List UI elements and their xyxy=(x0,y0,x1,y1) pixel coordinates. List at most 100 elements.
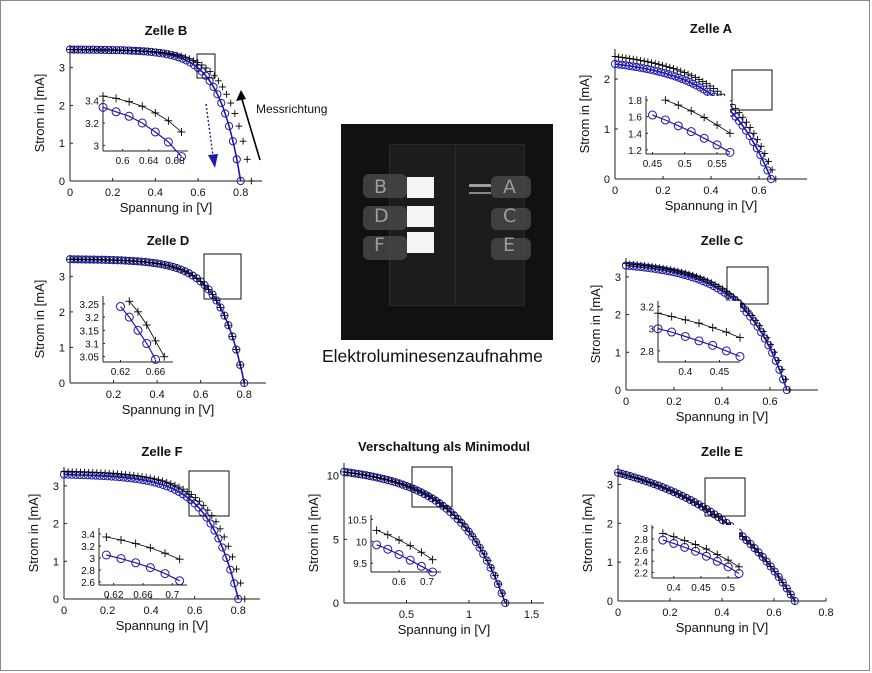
photo-caption: Elektroluminesenzaufnahme xyxy=(322,346,543,366)
y-tick-label: 0 xyxy=(607,596,613,608)
inset-simulated-point xyxy=(131,558,141,568)
y-tick-label: 1 xyxy=(53,556,59,568)
x-axis-label: Spannung in [V] xyxy=(116,618,209,633)
inset-x-tick-label: 0.45 xyxy=(710,367,730,378)
simulated-point xyxy=(216,303,225,312)
inset-simulated-line xyxy=(657,328,741,358)
y-axis-label: Strom in [mA] xyxy=(588,285,603,364)
simulated-point xyxy=(201,71,210,80)
simulated-point xyxy=(236,176,245,186)
zoom-region-box xyxy=(188,470,230,517)
simulated-point xyxy=(764,341,773,350)
simulated-point xyxy=(228,137,238,146)
inset-simulated-point xyxy=(723,562,733,572)
y-tick-label: 0 xyxy=(59,378,65,390)
inset-y-tick-label: 1.8 xyxy=(628,96,642,107)
inset-simulated-point xyxy=(116,554,126,564)
y-axis-label: Strom in [mA] xyxy=(306,494,321,573)
y-tick-label: 1 xyxy=(615,347,621,359)
simulated-point xyxy=(684,271,693,281)
y-axis-label: Strom in [mA] xyxy=(32,74,47,153)
y-axis-label: Strom in [mA] xyxy=(580,494,595,573)
x-tick-label: 1 xyxy=(466,609,472,621)
x-tick-label: 0.2 xyxy=(106,389,121,401)
photo-label-e: E xyxy=(503,234,516,256)
simulated-point xyxy=(766,562,775,571)
simulated-point xyxy=(224,321,233,330)
inset-simulated-point xyxy=(712,140,722,150)
x-tick-label: 0.6 xyxy=(762,396,777,408)
inset-plot: 0.4 0.45 2.8 3 3.2 xyxy=(640,301,745,378)
simulated-point xyxy=(221,109,230,118)
chart-title: Verschaltung als Minimodul xyxy=(358,439,530,454)
inset-background xyxy=(103,95,188,151)
zoom-region-box xyxy=(731,69,773,111)
inset-y-tick-label: 2.8 xyxy=(634,535,648,546)
y-axis-label: Strom in [mA] xyxy=(26,494,41,573)
x-axis-label: Spannung in [V] xyxy=(676,620,769,635)
photo-label-f: F xyxy=(374,234,385,256)
photo-label-d: D xyxy=(374,205,389,227)
inset-simulated-point xyxy=(175,576,185,586)
inset-plot: 0.6 0.7 9.5 10 10.5 xyxy=(348,515,441,588)
inset-plot: 0.4 0.45 0.5 2.22.42.62.83 xyxy=(634,524,744,594)
simulation-direction-arrow xyxy=(205,103,214,157)
inset-simulated-point xyxy=(137,118,147,128)
x-tick-label: 0.5 xyxy=(399,609,414,621)
inset-simulated-point xyxy=(111,107,121,117)
photo-smudge xyxy=(491,208,531,230)
x-axis-label: Spannung in [V] xyxy=(120,200,213,215)
y-tick-label: 1 xyxy=(59,138,65,150)
inset-y-tick-label: 3 xyxy=(642,524,648,535)
simulated-point xyxy=(240,378,249,388)
inset-simulated-point xyxy=(712,556,722,566)
x-tick-label: 0 xyxy=(615,607,621,619)
simulated-point xyxy=(210,526,219,535)
y-axis-label: Strom in [mA] xyxy=(32,280,47,359)
inset-y-tick-label: 2.4 xyxy=(634,557,648,568)
photo-label-b: B xyxy=(374,176,388,198)
inset-x-tick-label: 0.7 xyxy=(420,577,434,588)
simulated-point xyxy=(754,548,763,557)
y-tick-label: 3 xyxy=(59,271,65,283)
x-tick-label: 0.2 xyxy=(105,187,120,199)
inset-simulated-point xyxy=(725,147,735,157)
messrichtung-label: Messrichtung xyxy=(256,102,327,116)
inset-simulated-point xyxy=(405,555,415,565)
inset-simulated-point xyxy=(660,115,670,125)
inset-simulated-point xyxy=(721,346,731,356)
inset-measured-line xyxy=(665,99,731,134)
inset-y-tick-label: 3 xyxy=(89,554,95,565)
photo-smudge xyxy=(491,176,531,198)
inset-simulated-point xyxy=(734,569,744,579)
inset-y-tick-label: 10.5 xyxy=(348,515,368,526)
inset-y-tick-label: 3.1 xyxy=(85,340,99,351)
simulated-point xyxy=(759,158,769,167)
y-tick-label: 3 xyxy=(53,481,59,493)
inset-simulated-point xyxy=(176,152,186,162)
inset-y-tick-label: 2.8 xyxy=(640,347,654,358)
inset-y-tick-label: 3.05 xyxy=(80,353,100,364)
inset-measured-line xyxy=(662,533,740,568)
simulated-point xyxy=(671,72,680,81)
inset-simulated-point xyxy=(701,551,711,561)
simulated-point xyxy=(205,76,214,85)
x-tick-label: 0.4 xyxy=(143,605,158,617)
inset-simulated-line xyxy=(106,554,180,582)
simulated-point xyxy=(228,332,237,341)
inset-simulated-point xyxy=(658,535,668,545)
inset-x-tick-label: 0.4 xyxy=(678,367,692,378)
zoom-region-box xyxy=(411,466,453,508)
zoom-region-box xyxy=(704,477,746,517)
simulated-point xyxy=(782,584,791,593)
inset-y-tick-label: 1.6 xyxy=(628,113,642,124)
x-tick-label: 0.4 xyxy=(714,607,729,619)
chart-zelle-e: Zelle E 0 0.2 0.4 0.6 0.8 0 1 2 3 Spannung in [V] S… xyxy=(580,444,834,635)
simulated-point xyxy=(745,132,754,141)
chart-title: Zelle E xyxy=(701,444,743,459)
y-tick-label: 2 xyxy=(53,519,59,531)
simulated-point xyxy=(178,54,187,63)
faint-cell-a-line xyxy=(469,192,491,194)
y-tick-label: 2 xyxy=(615,310,621,322)
inset-simulated-point xyxy=(694,336,704,346)
